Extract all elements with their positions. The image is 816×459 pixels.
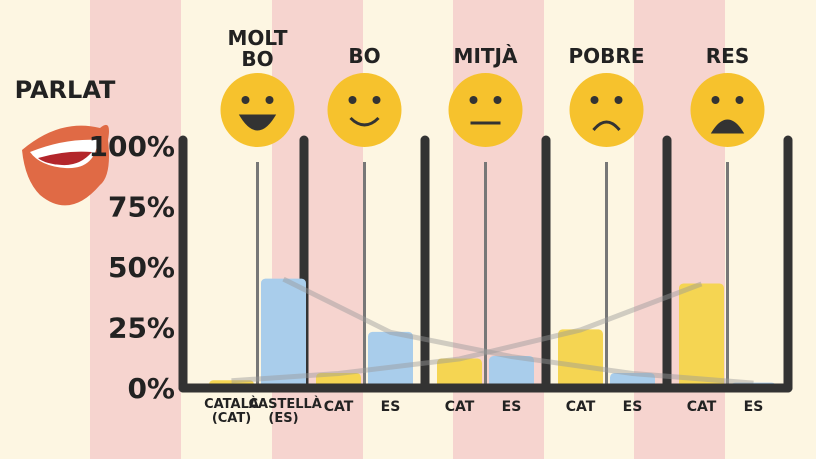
eye <box>469 96 478 104</box>
eye <box>590 96 599 104</box>
category-label: MOLT BO <box>227 26 288 71</box>
series-label: CAT <box>323 399 354 415</box>
eye <box>241 96 250 104</box>
eye <box>348 96 357 104</box>
series-label: CAT <box>444 399 475 415</box>
y-tick-label: 25% <box>108 312 175 345</box>
eye <box>711 96 720 104</box>
title: PARLAT <box>14 76 116 104</box>
eye <box>493 96 502 104</box>
series-label: ES <box>743 399 764 415</box>
legend-label: CATALÀ (CAT) <box>204 397 259 426</box>
series-label: ES <box>501 399 522 415</box>
bar <box>368 331 413 389</box>
face <box>690 73 765 147</box>
face <box>448 73 523 147</box>
eye <box>614 96 623 104</box>
eye <box>372 96 381 104</box>
mouth <box>349 116 380 127</box>
series-label: ES <box>622 399 643 415</box>
category-label: BO <box>348 44 381 68</box>
mouth <box>592 120 621 131</box>
category-label: RES <box>705 44 750 68</box>
bar <box>679 283 724 389</box>
series-label: CAT <box>686 399 717 415</box>
mouth <box>238 114 277 131</box>
face <box>220 73 295 147</box>
series-label: CAT <box>565 399 596 415</box>
trend-line <box>282 276 754 386</box>
mouth <box>710 119 745 134</box>
trend-line <box>231 281 703 384</box>
eye <box>735 96 744 104</box>
y-tick-label: 50% <box>108 251 175 284</box>
face <box>569 73 644 147</box>
y-tick-label: 0% <box>127 372 175 405</box>
category-label: MITJÀ <box>453 44 518 68</box>
face <box>327 73 402 147</box>
bar <box>261 278 306 389</box>
series-label: ES <box>380 399 401 415</box>
y-tick-label: 75% <box>108 191 175 224</box>
legend-label: CASTELLÀ (ES) <box>248 397 322 426</box>
bar <box>558 329 603 389</box>
category-label: POBRE <box>568 44 645 68</box>
mouth-icon <box>22 124 109 206</box>
eye <box>265 96 274 104</box>
bar <box>489 356 534 389</box>
y-tick-label: 100% <box>88 130 175 163</box>
